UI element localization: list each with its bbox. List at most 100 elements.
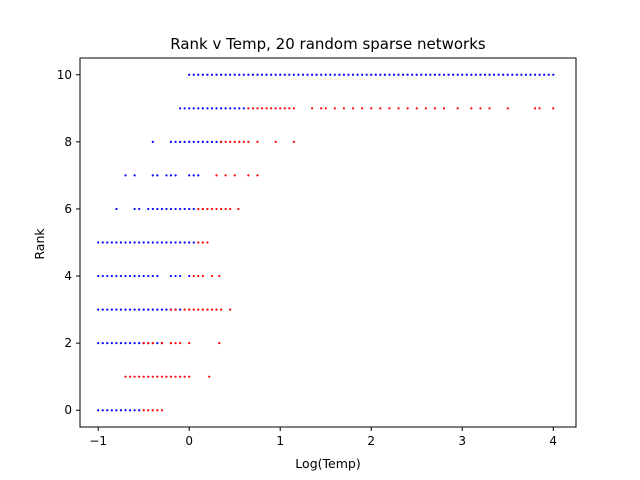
data-point-red-8 — [138, 375, 141, 378]
data-point-blue-160 — [297, 73, 300, 76]
data-point-red-14 — [165, 375, 168, 378]
data-point-blue-188 — [424, 73, 427, 76]
y-tick-label: 2 — [64, 336, 72, 350]
data-point-blue-176 — [370, 73, 373, 76]
y-tick-label: 0 — [64, 403, 72, 417]
data-point-blue-70 — [133, 241, 136, 244]
data-point-red-72 — [274, 140, 277, 143]
data-point-blue-204 — [497, 73, 500, 76]
data-point-red-32 — [183, 308, 186, 311]
data-point-blue-80 — [179, 241, 182, 244]
data-point-red-15 — [169, 375, 173, 378]
data-point-blue-117 — [206, 140, 209, 143]
data-point-red-1 — [147, 409, 150, 412]
data-point-blue-52 — [133, 274, 136, 278]
data-point-red-29 — [218, 342, 221, 345]
data-point-red-81 — [279, 107, 282, 110]
data-point-blue-102 — [165, 174, 168, 177]
data-point-blue-131 — [224, 107, 227, 110]
data-point-blue-143 — [219, 73, 223, 76]
data-point-blue-74 — [151, 241, 154, 244]
data-point-red-97 — [415, 107, 418, 110]
data-point-blue-140 — [206, 73, 209, 76]
y-tick-label: 10 — [57, 68, 72, 82]
data-point-blue-107 — [197, 174, 200, 177]
x-tick-label: −1 — [89, 434, 107, 448]
data-point-blue-173 — [356, 73, 359, 76]
data-point-blue-146 — [233, 73, 236, 76]
data-point-blue-166 — [324, 73, 327, 76]
data-point-red-102 — [470, 107, 473, 110]
data-point-blue-105 — [188, 174, 191, 177]
data-point-blue-92 — [169, 207, 173, 211]
data-point-red-23 — [151, 342, 154, 345]
data-point-red-44 — [201, 274, 204, 278]
data-point-blue-127 — [206, 107, 209, 110]
x-tick-label: 1 — [276, 434, 284, 448]
data-point-red-77 — [260, 107, 264, 110]
data-point-blue-115 — [197, 140, 200, 143]
y-axis-ticks: 0 2 4 6 8 10 — [57, 68, 80, 417]
data-point-blue-118 — [210, 140, 214, 143]
data-point-red-51 — [201, 207, 204, 211]
data-point-blue-14 — [115, 342, 118, 345]
data-point-red-55 — [219, 207, 223, 211]
data-point-blue-57 — [156, 274, 159, 278]
data-point-red-58 — [237, 207, 240, 211]
data-point-red-11 — [151, 375, 154, 378]
data-point-red-21 — [142, 342, 145, 345]
data-point-red-31 — [174, 308, 177, 311]
data-point-red-52 — [206, 207, 209, 211]
data-point-blue-154 — [270, 73, 273, 76]
data-point-blue-25 — [97, 308, 100, 311]
data-point-blue-145 — [229, 73, 232, 76]
data-point-red-80 — [274, 107, 277, 110]
data-point-blue-189 — [429, 73, 432, 76]
data-point-blue-78 — [169, 241, 173, 244]
data-point-blue-85 — [133, 207, 136, 211]
data-point-blue-32 — [128, 308, 132, 311]
data-point-blue-134 — [238, 107, 241, 110]
data-point-blue-139 — [201, 73, 204, 76]
data-point-red-60 — [224, 174, 227, 177]
data-point-red-74 — [247, 107, 250, 110]
data-point-blue-65 — [110, 241, 113, 244]
data-point-red-33 — [188, 308, 191, 311]
data-point-red-9 — [142, 375, 145, 378]
data-point-red-39 — [215, 308, 218, 311]
data-point-red-62 — [247, 174, 250, 177]
data-point-red-5 — [124, 375, 127, 378]
data-point-blue-201 — [483, 73, 487, 76]
data-point-red-25 — [169, 342, 173, 345]
data-point-blue-63 — [101, 241, 104, 244]
data-point-red-13 — [160, 375, 164, 378]
data-point-blue-58 — [169, 274, 173, 278]
data-point-red-48 — [201, 241, 204, 244]
data-point-blue-39 — [160, 308, 164, 311]
data-point-blue-98 — [124, 174, 127, 177]
data-point-red-7 — [133, 375, 136, 378]
data-point-blue-165 — [320, 73, 323, 76]
data-point-red-50 — [197, 207, 200, 211]
data-point-red-71 — [256, 140, 259, 143]
data-point-blue-82 — [188, 241, 191, 244]
data-point-blue-168 — [333, 73, 336, 76]
data-point-blue-161 — [301, 73, 305, 76]
data-point-red-84 — [292, 107, 295, 110]
data-point-blue-181 — [392, 73, 396, 76]
data-point-red-35 — [197, 308, 200, 311]
data-point-red-12 — [156, 375, 159, 378]
data-point-blue-151 — [256, 73, 259, 76]
data-point-blue-5 — [119, 409, 123, 412]
data-point-red-92 — [370, 107, 373, 110]
data-point-blue-205 — [502, 73, 505, 76]
data-point-blue-152 — [260, 73, 264, 76]
data-point-blue-3 — [110, 409, 113, 412]
chart-title: Rank v Temp, 20 random sparse networks — [170, 35, 486, 53]
data-point-red-100 — [442, 107, 446, 110]
data-point-blue-72 — [142, 241, 145, 244]
data-point-blue-200 — [479, 73, 482, 76]
data-point-red-59 — [215, 174, 218, 177]
data-point-blue-123 — [188, 107, 191, 110]
data-point-red-83 — [288, 107, 291, 110]
